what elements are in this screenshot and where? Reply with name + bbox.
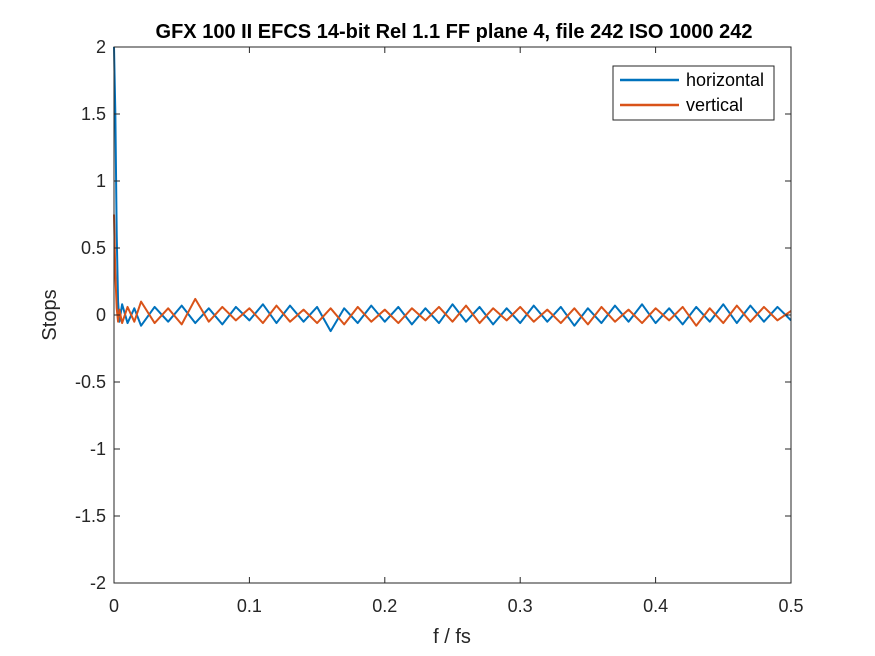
y-tick-label: 2 xyxy=(96,37,106,57)
y-tick-label: 1.5 xyxy=(81,104,106,124)
x-axis-title: f / fs xyxy=(433,626,471,648)
legend-label-vertical: vertical xyxy=(686,95,743,115)
legend-label-horizontal: horizontal xyxy=(686,70,764,90)
plot-area xyxy=(114,47,791,583)
series-layer xyxy=(113,46,792,333)
y-tick-label: 1 xyxy=(96,171,106,191)
x-tick-label: 0.4 xyxy=(643,596,668,616)
x-tick-label: 0.3 xyxy=(508,596,533,616)
chart-title: GFX 100 II EFCS 14-bit Rel 1.1 FF plane … xyxy=(156,21,753,43)
x-tick-label: 0.1 xyxy=(237,596,262,616)
x-tick-label: 0 xyxy=(109,596,119,616)
ticks-layer: 0 0.1 0.2 0.3 0.4 0.5 2 1.5 1 0.5 0 -0.5 -1 -1.5 -2 xyxy=(75,37,804,616)
series-line-horizontal xyxy=(113,46,792,333)
series-line-vertical xyxy=(113,214,792,327)
y-tick-label: 0.5 xyxy=(81,238,106,258)
x-tick-label: 0.2 xyxy=(372,596,397,616)
legend-box xyxy=(612,65,775,121)
y-tick-label: 0 xyxy=(96,305,106,325)
y-tick-label: -1.5 xyxy=(75,506,106,526)
y-tick-label: -2 xyxy=(90,573,106,593)
y-tick-label: -0.5 xyxy=(75,372,106,392)
y-tick-label: -1 xyxy=(90,439,106,459)
legend: horizontal vertical xyxy=(612,65,775,121)
x-tick-label: 0.5 xyxy=(778,596,803,616)
y-axis-title: Stops xyxy=(39,289,61,340)
